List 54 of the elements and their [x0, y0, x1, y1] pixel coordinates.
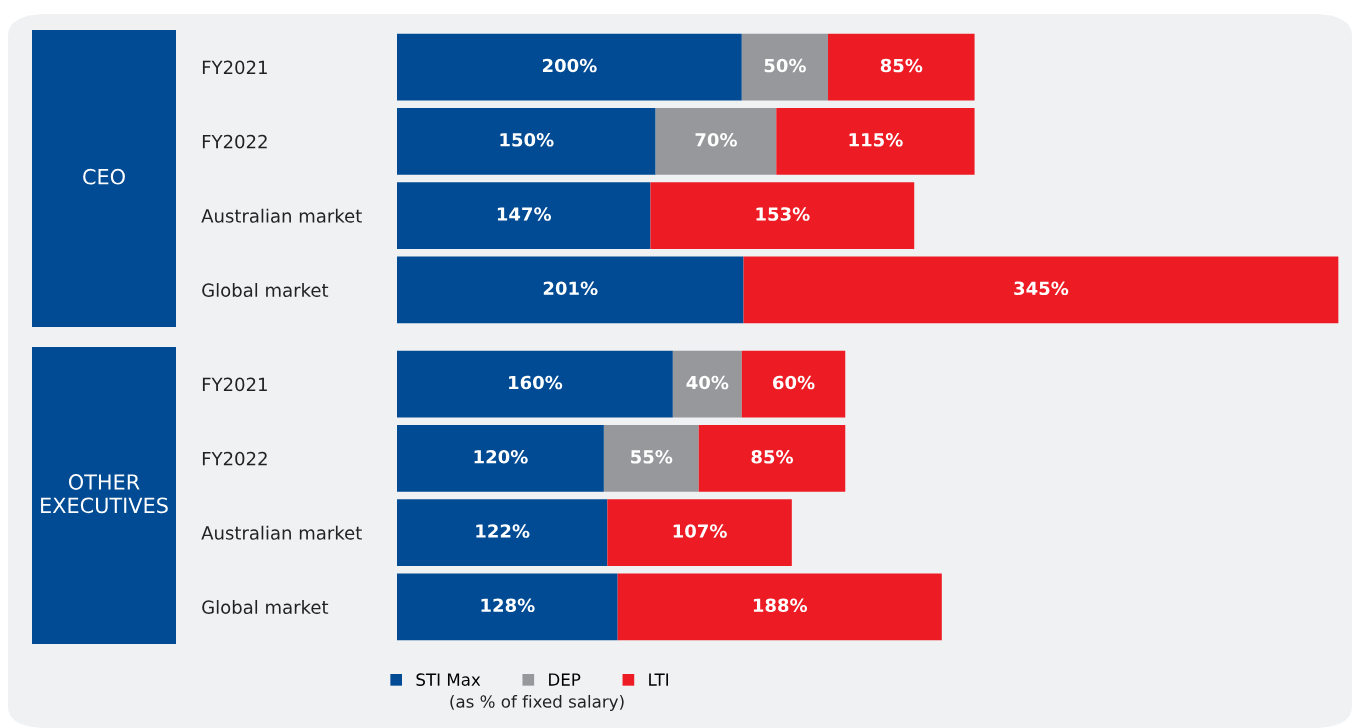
bar — [397, 256, 744, 324]
y-tick-label: Global market — [202, 600, 329, 614]
bar — [698, 424, 846, 492]
data-label: 150% — [500, 132, 554, 147]
data-label: 40% — [686, 375, 729, 390]
bar — [397, 350, 673, 418]
bar — [650, 182, 915, 250]
bar — [743, 256, 1339, 324]
data-label: 122% — [476, 524, 530, 538]
y-tick-label: FY2022 — [202, 451, 267, 466]
data-label: 50% — [764, 58, 806, 73]
bar — [741, 33, 829, 101]
bar — [655, 107, 777, 175]
data-label: 107% — [673, 524, 727, 538]
data-label: 60% — [773, 375, 815, 390]
y-tick-label: Australian market — [201, 208, 362, 223]
y-tick-label: FY2022 — [202, 134, 267, 149]
data-label: 153% — [756, 207, 810, 221]
data-label: 120% — [474, 449, 528, 464]
data-label: 85% — [880, 58, 923, 73]
bar — [672, 350, 742, 418]
bar — [397, 33, 742, 101]
bar — [741, 350, 846, 418]
bar — [397, 499, 608, 567]
y-tick-label: FY2021 — [202, 377, 267, 392]
data-label: 55% — [631, 449, 673, 464]
bar — [397, 573, 618, 641]
y-tick-label: Global market — [202, 283, 329, 297]
y-tick-label: Australian market — [201, 525, 362, 540]
y-tick-label: FY2021 — [202, 60, 267, 75]
data-label: 128% — [481, 598, 535, 613]
legend-label: STI Max — [416, 673, 481, 686]
data-label: 147% — [497, 207, 552, 221]
bar — [603, 424, 699, 492]
data-label: 200% — [542, 58, 597, 73]
text: OTHER EXECUTIVES — [41, 474, 168, 514]
text: (as % of fixed salary) — [450, 694, 624, 712]
data-label: 201% — [543, 281, 598, 296]
data-label: 115% — [849, 132, 903, 147]
bar — [607, 499, 792, 567]
bar — [828, 33, 975, 101]
bar — [397, 424, 604, 492]
text: CEO — [83, 168, 125, 185]
data-label: 70% — [695, 132, 737, 147]
bar — [397, 107, 656, 175]
data-label: 188% — [753, 598, 808, 613]
bar — [397, 182, 651, 250]
legend-label: LTI — [649, 673, 668, 686]
bar — [776, 107, 975, 175]
bar — [617, 573, 942, 641]
data-label: 160% — [509, 375, 563, 390]
legend-label: DEP — [549, 673, 581, 686]
data-label: 85% — [751, 449, 794, 464]
data-label: 345% — [1014, 281, 1069, 296]
